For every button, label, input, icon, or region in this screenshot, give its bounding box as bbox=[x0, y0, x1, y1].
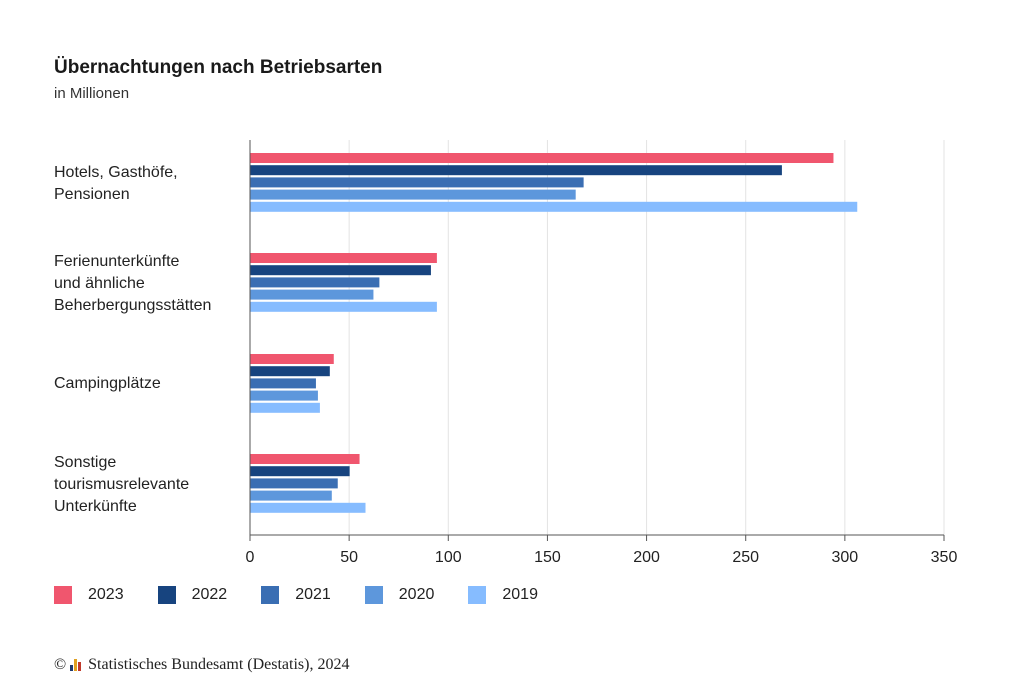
bar-2022[interactable] bbox=[250, 366, 330, 377]
bar-2020[interactable] bbox=[250, 189, 576, 200]
x-tick-label: 250 bbox=[732, 549, 759, 566]
x-tick-label: 150 bbox=[534, 549, 561, 566]
chart-title: Übernachtungen nach Betriebsarten bbox=[54, 57, 383, 78]
legend-item[interactable]: 2021 bbox=[261, 586, 331, 604]
legend-swatch bbox=[468, 586, 487, 604]
source-text: Statistisches Bundesamt (Destatis), 2024 bbox=[88, 656, 350, 673]
legend-label: 2021 bbox=[295, 586, 331, 603]
bar-2020[interactable] bbox=[250, 390, 318, 401]
category-label: Hotels, Gasthöfe, Pensionen bbox=[54, 164, 178, 203]
category-label: Sonstige tourismusrelevante Unterkünfte bbox=[54, 454, 190, 515]
bar-2021[interactable] bbox=[250, 177, 584, 188]
x-tick-label: 300 bbox=[832, 549, 859, 566]
bar-2023[interactable] bbox=[250, 253, 437, 263]
bar-2023[interactable] bbox=[250, 354, 334, 364]
bar-2019[interactable] bbox=[250, 402, 320, 413]
legend-label: 2022 bbox=[191, 586, 228, 603]
legend-item[interactable]: 2022 bbox=[157, 586, 228, 604]
category-label: Campingplätze bbox=[54, 375, 161, 392]
bar-2021[interactable] bbox=[250, 378, 316, 389]
legend-label: 2020 bbox=[398, 586, 435, 603]
bar-2021[interactable] bbox=[250, 277, 380, 288]
x-tick-label: 0 bbox=[246, 549, 255, 566]
chart-subtitle: in Millionen bbox=[54, 85, 130, 102]
legend-item[interactable]: 2019 bbox=[468, 586, 538, 604]
legend-item[interactable]: 2023 bbox=[54, 586, 124, 604]
copyright-symbol: © bbox=[54, 656, 67, 673]
legend-swatch bbox=[261, 586, 280, 604]
legend-swatch bbox=[364, 586, 383, 604]
bar-2020[interactable] bbox=[250, 490, 332, 501]
bar-2023[interactable] bbox=[250, 454, 360, 464]
bar-2019[interactable] bbox=[250, 201, 858, 212]
legend-item[interactable]: 2020 bbox=[364, 586, 435, 604]
bar-2022[interactable] bbox=[250, 466, 350, 477]
x-tick-label: 350 bbox=[931, 549, 958, 566]
bar-2022[interactable] bbox=[250, 165, 782, 176]
x-tick-label: 50 bbox=[340, 549, 358, 566]
legend-label: 2019 bbox=[502, 586, 538, 603]
bar-2021[interactable] bbox=[250, 478, 338, 489]
legend-swatch bbox=[54, 586, 72, 604]
category-label: Ferienunterkünfte und ähnliche Beherberg… bbox=[54, 253, 212, 314]
legend-label: 2023 bbox=[88, 586, 124, 603]
source-footer: © Statistisches Bundesamt (Destatis), 20… bbox=[54, 656, 349, 674]
bar-2023[interactable] bbox=[250, 153, 834, 163]
bar-2019[interactable] bbox=[250, 301, 437, 312]
legend-swatch bbox=[157, 586, 176, 604]
destatis-logo-icon bbox=[70, 659, 84, 671]
x-tick-label: 100 bbox=[435, 549, 462, 566]
bar-2020[interactable] bbox=[250, 289, 374, 300]
bar-2019[interactable] bbox=[250, 502, 366, 513]
x-tick-label: 200 bbox=[633, 549, 660, 566]
chart-legend: 2023 2022 2021 2020 2019 bbox=[54, 586, 572, 604]
bar-2022[interactable] bbox=[250, 265, 431, 276]
